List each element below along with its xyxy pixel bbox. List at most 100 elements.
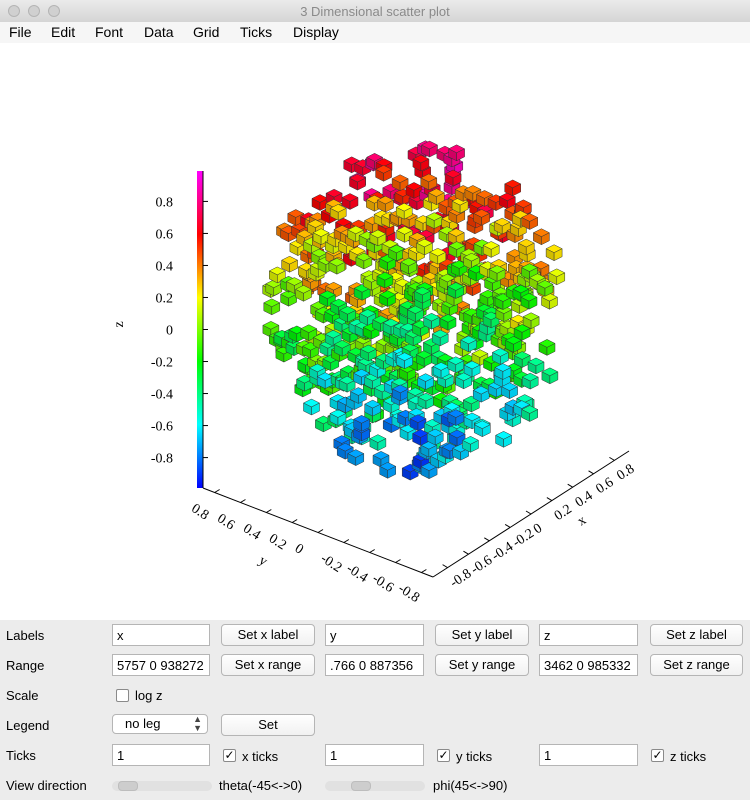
scatter-point [504,179,522,197]
log-z-checkbox[interactable] [116,689,129,702]
title-bar: 3 Dimensional scatter plot [0,0,750,23]
z-tick-label: -0.2 [151,356,173,371]
scatter-point [391,174,409,192]
scatter-point [359,344,377,362]
z-tick-label: 0.8 [156,195,174,210]
scatter-point [501,382,519,400]
cube-right [289,259,298,273]
scatter-point [372,451,390,468]
menu-ticks[interactable]: Ticks [240,24,273,40]
menu-display[interactable]: Display [293,24,339,40]
cube-right [470,439,479,453]
cube-right [512,183,521,197]
y-ticks-checkbox[interactable]: ✓ [437,748,450,762]
x-tick-mark [525,510,532,515]
zoom-window-button[interactable] [48,5,60,17]
menu-file[interactable]: File [9,24,32,40]
set-y-label-button[interactable]: Set y label [435,624,529,646]
scatter-point [472,385,490,403]
x-tick-label: 0.2 [552,502,575,524]
cube-right [361,287,371,301]
theta-slider-thumb[interactable] [118,781,138,791]
scatter-point [409,414,427,432]
z-ticks-input[interactable]: 1 [539,744,638,766]
cube-right [357,177,366,191]
window-title: 3 Dimensional scatter plot [300,4,450,19]
menu-data[interactable]: Data [144,24,174,40]
cube-right [455,360,465,374]
scatter-point [482,241,500,258]
z-ticks-checkbox[interactable]: ✓ [651,748,664,762]
phi-label: phi(45<->90) [433,778,508,793]
cube-right [456,211,466,224]
scatter-point [347,449,365,467]
log-z-label: log z [135,688,163,703]
scatter-point [447,356,465,374]
theta-slider[interactable] [112,781,212,791]
cube-right [440,365,450,379]
scatter-point [541,367,559,385]
menu-font[interactable]: Font [95,24,124,40]
y-ticks-input[interactable]: 1 [325,744,424,766]
legend-select[interactable]: no leg ▲ ▼ [112,714,208,734]
set-legend-button[interactable]: Set [221,714,315,736]
cube-right [490,244,500,258]
y-tick-mark [421,569,427,573]
x-tick-label: -0.2 [510,526,537,551]
set-z-range-button[interactable]: Set z range [650,654,743,676]
scatter-point [432,362,450,379]
scale-row-label: Scale [6,688,39,703]
y-tick-label: 0 [292,541,306,557]
close-window-button[interactable] [8,5,20,17]
view-direction-label: View direction [6,778,87,793]
scatter-point [448,144,466,162]
scatter-point [429,247,447,265]
y-range-input[interactable]: .766 0 887356 [325,654,424,676]
y-axis-label: y [256,553,270,569]
cube-right [434,432,444,446]
control-panel: Labels x Set x label y Set y label z Set… [0,620,750,800]
cube-right [544,283,554,297]
set-x-label-button[interactable]: Set x label [221,624,315,646]
cube-right [546,342,556,356]
cube-right [447,317,457,331]
scatter-point [463,360,481,378]
z-tick-label: -0.4 [151,388,173,403]
x-range-input[interactable]: 5757 0 938272 [112,654,210,676]
scatter-point [316,372,334,390]
y-tick-label: 0.4 [240,521,263,543]
set-x-range-button[interactable]: Set x range [221,654,315,676]
menu-edit[interactable]: Edit [51,24,76,40]
y-tick-mark [240,499,246,503]
scatter-point [461,436,480,453]
menu-grid[interactable]: Grid [193,24,220,40]
set-y-range-button[interactable]: Set y range [435,654,529,676]
cube-right [480,389,490,403]
y-label-input[interactable]: y [325,624,424,646]
scatter-point [329,409,347,426]
cube-right [361,418,370,432]
x-ticks-input[interactable]: 1 [112,744,210,766]
scatter-point [482,311,500,329]
z-label-input[interactable]: z [539,624,638,646]
scatter-point [521,213,539,230]
scatter-point [473,420,491,438]
phi-slider[interactable] [325,781,425,791]
set-z-label-button[interactable]: Set z label [650,624,743,646]
x-ticks-checkbox[interactable]: ✓ [223,748,236,762]
x-label-input[interactable]: x [112,624,210,646]
scatter-point [488,265,506,282]
cube-right [271,302,281,316]
scatter-point [379,462,397,479]
cube-right [336,261,346,275]
cube-right [439,333,449,347]
y-ticks-label: y ticks [456,749,493,764]
minimize-window-button[interactable] [28,5,40,17]
phi-slider-thumb[interactable] [351,781,371,791]
scatter-point [420,173,438,191]
y-tick-mark [369,549,375,553]
z-range-input[interactable]: 3462 0 985332 [539,654,638,676]
scatter-point [513,351,531,368]
x-tick-mark [442,564,448,569]
cube-right [509,386,518,400]
